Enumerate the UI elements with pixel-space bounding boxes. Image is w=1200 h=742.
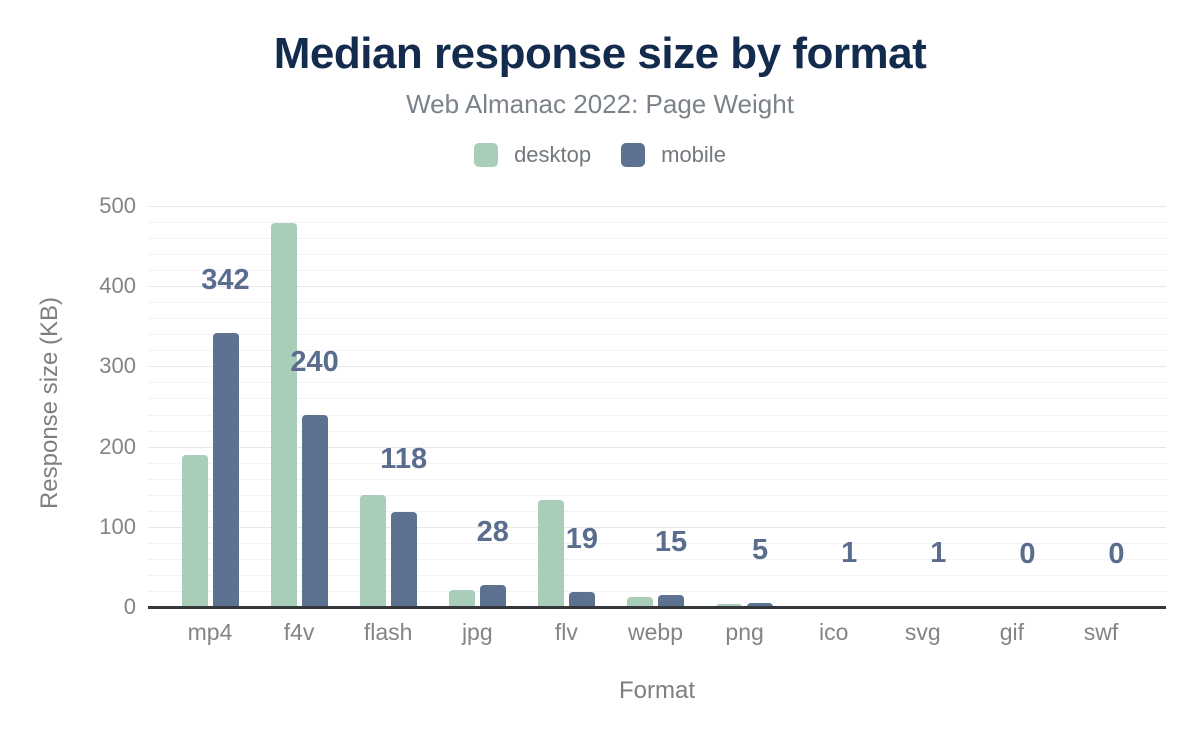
minor-gridline	[148, 254, 1166, 255]
bar-mobile-flv	[568, 591, 595, 607]
bar-mobile-webp	[658, 595, 684, 607]
minor-gridline	[148, 479, 1166, 480]
value-label-png: 5	[752, 534, 769, 566]
value-label-mp4: 342	[201, 263, 250, 296]
bar-mobile-png	[747, 603, 774, 607]
minor-gridline	[148, 575, 1166, 576]
minor-gridline	[148, 415, 1166, 416]
minor-gridline	[148, 302, 1166, 303]
major-gridline	[148, 366, 1166, 367]
x-tick-label-gif: gif	[999, 619, 1025, 645]
bar-desktop-webp	[627, 597, 653, 607]
x-tick-label-swf: swf	[1083, 619, 1119, 645]
minor-gridline	[148, 270, 1166, 271]
x-tick-label-png: png	[725, 619, 764, 645]
y-tick-label: 100	[99, 513, 136, 539]
value-label-gif: 0	[1019, 538, 1036, 570]
minor-gridline	[148, 398, 1166, 399]
major-gridline	[148, 206, 1166, 207]
minor-gridline	[148, 559, 1166, 560]
major-gridline	[148, 527, 1166, 528]
x-axis-title: Format	[618, 677, 695, 704]
bar-desktop-f4v	[270, 222, 297, 607]
minor-gridline	[148, 222, 1166, 223]
x-tick-label-flash: flash	[363, 619, 413, 645]
minor-gridline	[148, 350, 1166, 351]
x-tick-label-mp4: mp4	[187, 619, 233, 645]
legend-item-desktop: desktop	[474, 142, 591, 168]
minor-gridline	[148, 318, 1166, 319]
chart-title: Median response size by format	[273, 29, 927, 78]
bar-desktop-jpg	[448, 590, 475, 607]
minor-gridline	[148, 334, 1166, 335]
bar-mobile-mp4	[212, 332, 239, 607]
major-gridline	[148, 286, 1166, 287]
minor-gridline	[148, 495, 1166, 496]
minor-gridline	[148, 511, 1166, 512]
y-tick-label: 300	[99, 353, 136, 379]
value-label-ico: 1	[841, 537, 858, 570]
x-tick-label-svg: svg	[904, 619, 941, 645]
legend-swatch-mobile	[621, 143, 646, 167]
x-tick-label-flv: flv	[554, 619, 578, 645]
value-label-webp: 15	[654, 526, 688, 558]
x-tick-label-ico: ico	[818, 619, 849, 645]
bar-mobile-flash	[390, 512, 417, 607]
bar-desktop-png	[716, 603, 743, 607]
legend-label-mobile: mobile	[661, 142, 726, 167]
legend-label-desktop: desktop	[514, 142, 592, 167]
x-tick-label-f4v: f4v	[283, 619, 315, 645]
x-tick-label-webp: webp	[628, 619, 683, 645]
bar-mobile-f4v	[301, 414, 328, 607]
major-gridline	[148, 447, 1166, 448]
x-tick-label-jpg: jpg	[461, 619, 493, 645]
value-label-flash: 118	[380, 443, 428, 476]
minor-gridline	[148, 238, 1166, 239]
bar-desktop-flash	[359, 494, 386, 607]
y-tick-label: 0	[123, 594, 136, 619]
value-label-jpg: 28	[476, 515, 509, 548]
minor-gridline	[148, 463, 1166, 464]
minor-gridline	[148, 591, 1166, 592]
y-tick-label: 200	[99, 433, 136, 459]
y-tick-label: 400	[99, 273, 136, 299]
legend: desktop mobile	[0, 142, 1200, 168]
value-label-swf: 0	[1108, 538, 1125, 570]
minor-gridline	[148, 431, 1166, 432]
value-label-svg: 1	[930, 537, 947, 570]
y-tick-label: 500	[99, 193, 136, 218]
x-axis-line	[148, 606, 1166, 609]
value-label-f4v: 240	[290, 345, 339, 378]
legend-item-mobile: mobile	[621, 142, 726, 168]
bar-mobile-jpg	[479, 584, 506, 607]
minor-gridline	[148, 382, 1166, 383]
chart-subtitle: Web Almanac 2022: Page Weight	[406, 89, 794, 119]
value-label-flv: 19	[565, 522, 599, 555]
bar-desktop-mp4	[181, 454, 208, 607]
bar-desktop-flv	[537, 499, 564, 607]
minor-gridline	[148, 543, 1166, 544]
legend-swatch-desktop	[474, 143, 499, 167]
